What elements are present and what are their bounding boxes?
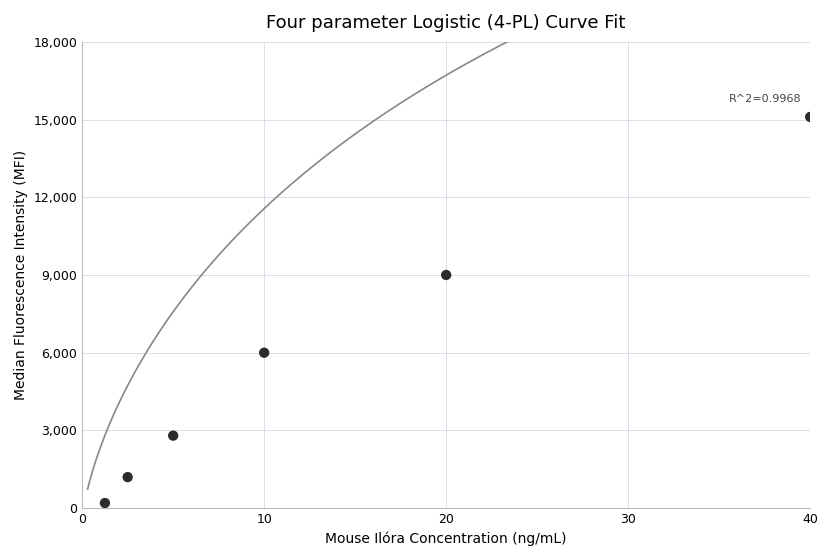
Point: [804, 113, 817, 122]
Point: [121, 473, 134, 482]
X-axis label: Mouse Ilóra Concentration (ng/mL): Mouse Ilóra Concentration (ng/mL): [325, 531, 567, 546]
Point: [439, 270, 453, 279]
Title: Four parameter Logistic (4-PL) Curve Fit: Four parameter Logistic (4-PL) Curve Fit: [266, 14, 626, 32]
Text: R^2=0.9968: R^2=0.9968: [729, 94, 801, 104]
Y-axis label: Median Fluorescence Intensity (MFI): Median Fluorescence Intensity (MFI): [14, 150, 28, 400]
Point: [166, 431, 180, 440]
Point: [98, 498, 111, 507]
Point: [258, 348, 271, 357]
